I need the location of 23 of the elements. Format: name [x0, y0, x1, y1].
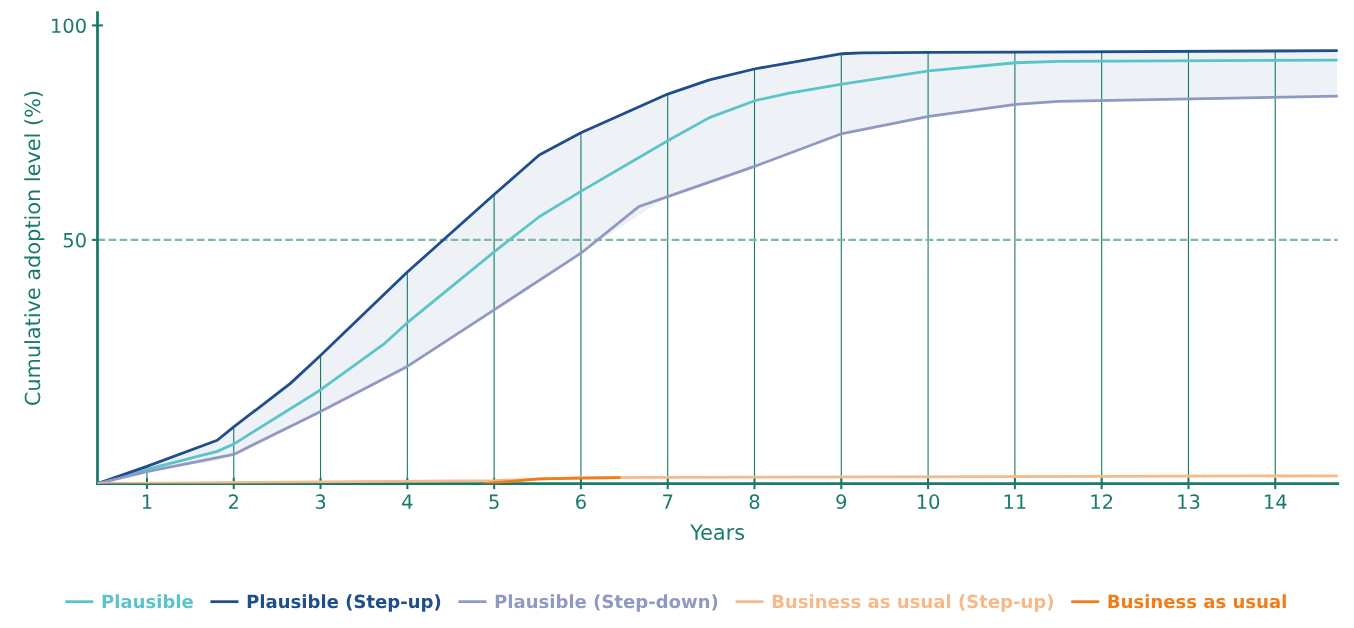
legend-label: Business as usual — [1108, 594, 1286, 609]
x-tick-label: 6 — [576, 494, 586, 510]
x-tick-label: 5 — [489, 494, 499, 510]
x-tick-label: 9 — [836, 494, 847, 510]
x-axis-title: Years — [690, 524, 745, 541]
x-tick-label: 11 — [1004, 494, 1026, 509]
x-tick-label: 4 — [402, 494, 413, 509]
legend-label: Business as usual (Step-up) — [772, 594, 1053, 612]
x-tick-label: 8 — [749, 494, 760, 510]
legend-label: Plausible (Step-down) — [495, 594, 718, 612]
x-tick-label: 1 — [142, 494, 152, 509]
x-tick-label: 14 — [1265, 494, 1287, 509]
x-tick-label: 2 — [228, 494, 238, 509]
y-tick-label: 100 — [52, 18, 86, 34]
x-tick-label: 3 — [315, 494, 326, 510]
y-tick-label: 50 — [63, 232, 86, 248]
legend-label: Plausible (Step-up) — [247, 594, 441, 612]
y-axis-title: Cumulative adoption level (%) — [24, 91, 45, 406]
x-tick-label: 12 — [1091, 494, 1113, 509]
x-tick-label: 13 — [1178, 494, 1200, 510]
x-tick-label: 10 — [917, 494, 940, 510]
x-tick-label: 7 — [663, 494, 673, 509]
legend-label: Plausible — [102, 594, 193, 609]
